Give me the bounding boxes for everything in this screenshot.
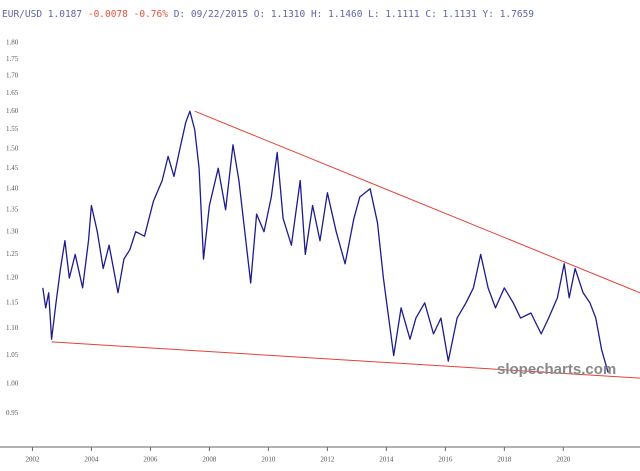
change-pct: -0.76% (134, 9, 169, 20)
details: D: 09/22/2015 O: 1.1310 H: 1.1460 L: 1.1… (174, 9, 535, 20)
x-tick-label: 2020 (556, 456, 571, 464)
y-tick-label: 1.45 (6, 164, 19, 172)
y-tick-label: 1.75 (6, 55, 19, 63)
y-tick-label: 0.95 (6, 409, 19, 417)
x-tick-label: 2008 (202, 456, 217, 464)
y-tick-label: 1.70 (6, 72, 19, 80)
trendline (51, 341, 640, 379)
x-tick-label: 2002 (25, 456, 40, 464)
y-tick-label: 1.15 (6, 298, 19, 306)
header: EUR/USD 1.0187 -0.0078 -0.76% D: 09/22/2… (2, 9, 534, 20)
y-tick-label: 1.50 (6, 144, 19, 152)
y-tick-label: 1.05 (6, 351, 19, 359)
y-tick-label: 1.30 (6, 227, 19, 235)
x-tick-label: 2018 (497, 456, 512, 464)
last-price: 1.0187 (48, 9, 82, 20)
y-tick-label: 1.10 (6, 324, 19, 332)
y-tick-label: 1.35 (6, 205, 19, 213)
watermark: slopecharts.com (497, 361, 616, 378)
y-tick-label: 1.55 (6, 125, 19, 133)
y-tick-label: 1.65 (6, 89, 19, 97)
x-tick-label: 2004 (84, 456, 99, 464)
change: -0.0078 (88, 9, 128, 20)
symbol: EUR/USD (2, 9, 42, 20)
y-tick-label: 1.00 (6, 379, 19, 387)
x-tick-label: 2010 (261, 456, 276, 464)
x-tick-label: 2014 (379, 456, 394, 464)
y-tick-label: 1.20 (6, 274, 19, 282)
x-tick-label: 2016 (438, 456, 453, 464)
x-tick-label: 2006 (143, 456, 158, 464)
y-tick-label: 1.40 (6, 184, 19, 192)
y-tick-label: 1.25 (6, 250, 19, 258)
x-tick-label: 2012 (320, 456, 335, 464)
y-tick-label: 1.60 (6, 107, 19, 115)
price-line (42, 110, 609, 373)
trendline (194, 110, 640, 294)
y-tick-label: 1.80 (6, 39, 19, 47)
